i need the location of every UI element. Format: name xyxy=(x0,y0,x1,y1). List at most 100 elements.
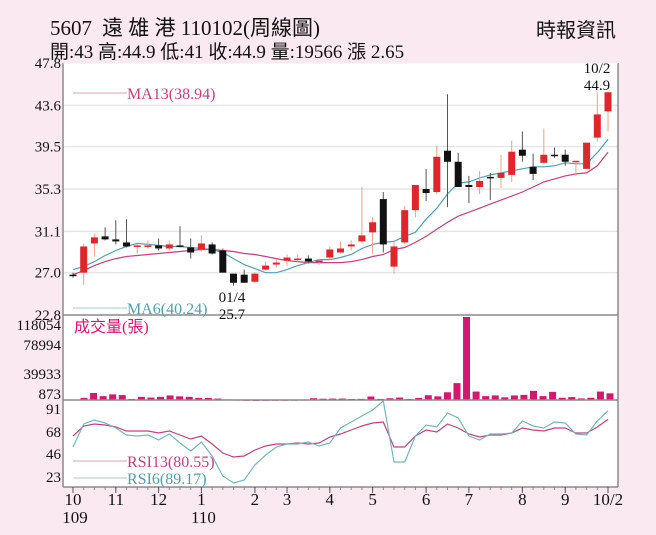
candle-up xyxy=(165,240,173,251)
volume-bar xyxy=(367,396,375,400)
x-tick-label: 7 xyxy=(465,490,474,509)
x-tick-label: 10/2 xyxy=(593,490,623,509)
volume-bar xyxy=(109,394,117,400)
candle-up xyxy=(411,184,419,218)
candle-up xyxy=(604,92,612,132)
low-date-annotation: 01/4 xyxy=(219,290,246,306)
candle-down xyxy=(155,238,163,251)
volume-bar xyxy=(80,397,88,400)
ma13-line xyxy=(72,151,609,276)
volume-bar xyxy=(510,395,518,400)
volume-legend: 成交量(張) xyxy=(74,318,149,336)
volume-bar xyxy=(204,397,212,400)
candle-up xyxy=(272,258,280,268)
candle-up xyxy=(133,243,141,254)
candle-up xyxy=(497,154,505,188)
x-tick-label: 3 xyxy=(283,490,292,509)
x-tick-year-label: 109 xyxy=(62,508,88,527)
volume-bar xyxy=(434,396,442,400)
candle-down xyxy=(454,152,462,187)
axis-labels: 47.8 43.6 39.5 35.3 31.1 27.0 22.8 MA13(38.94) M… xyxy=(17,56,624,527)
candle-up xyxy=(251,272,259,283)
rsi6-line xyxy=(72,399,609,484)
x-tick-label: 5 xyxy=(368,490,377,509)
price-tick-label: 43.6 xyxy=(35,98,62,114)
volume-bar xyxy=(90,392,98,400)
volume-bar xyxy=(472,391,480,400)
volume-tick-label: 39933 xyxy=(24,367,62,383)
ma6-legend: MA6(40.24) xyxy=(127,301,207,318)
candle-down xyxy=(465,175,473,204)
candle-up xyxy=(476,170,484,195)
volume-bar xyxy=(424,395,432,400)
rsi-tick-label: 68 xyxy=(46,425,61,441)
price-tick-label: 35.3 xyxy=(35,182,61,198)
candle-down xyxy=(518,131,526,162)
candle-up xyxy=(315,258,323,265)
volume-bar xyxy=(453,383,461,400)
volume-bar xyxy=(596,391,604,400)
candle-down xyxy=(101,227,109,241)
candle-down xyxy=(379,192,387,253)
volume-bar xyxy=(99,396,107,400)
candle-up xyxy=(540,128,548,164)
candle-down xyxy=(230,273,237,286)
price-tick-label: 22.8 xyxy=(35,308,61,324)
quote-summary: 開:43 高:44.9 低:41 收:44.9 量:19566 漲 2.65 xyxy=(50,42,405,63)
candle-down xyxy=(422,168,430,202)
rsi-tick-label: 23 xyxy=(46,470,61,486)
volume-bar xyxy=(137,396,145,400)
x-tick-label: 12 xyxy=(150,490,167,509)
ma6-line xyxy=(72,138,609,274)
price-tick-label: 31.1 xyxy=(35,224,61,240)
candle-up xyxy=(369,217,377,254)
candle-up xyxy=(358,186,366,244)
ma13-legend: MA13(38.94) xyxy=(127,86,215,103)
rsi13-legend: RSI13(80.55) xyxy=(127,454,215,471)
price-tick-label: 47.8 xyxy=(35,56,61,72)
candle-up xyxy=(572,160,580,176)
volume-bar xyxy=(310,398,318,400)
volume-bar xyxy=(185,396,193,400)
candle-up xyxy=(326,246,334,260)
data-source: 時報資訊 xyxy=(536,20,616,42)
volume-bar xyxy=(539,396,547,400)
price-tick-label: 39.5 xyxy=(35,140,61,156)
candle-down xyxy=(187,238,195,259)
candle-down xyxy=(123,219,130,248)
high-value-annotation: 44.9 xyxy=(584,78,610,94)
high-date-annotation: 10/2 xyxy=(584,61,611,77)
volume-bar xyxy=(520,394,528,400)
volume-bar xyxy=(443,392,451,400)
volume-bar xyxy=(549,391,557,400)
chart-date-type: 110102(周線圖) xyxy=(180,16,320,40)
x-tick-year-label: 110 xyxy=(191,508,216,527)
candle-up xyxy=(283,254,291,266)
volume-tick-label: 873 xyxy=(39,387,62,403)
volume-bar xyxy=(415,397,423,400)
candle-up xyxy=(583,142,591,169)
x-tick-label: 4 xyxy=(326,490,335,509)
x-tick-label: 9 xyxy=(561,490,570,509)
volume-bar xyxy=(157,396,165,400)
candle-up xyxy=(197,235,205,252)
volume-bar xyxy=(118,395,126,400)
candle-down xyxy=(444,94,451,208)
candle-down xyxy=(486,172,494,201)
plot-area xyxy=(63,63,618,487)
candle-up xyxy=(262,261,270,271)
candle-down xyxy=(551,147,558,158)
volume-tick-label: 118054 xyxy=(17,318,62,334)
volume-bar xyxy=(386,398,394,400)
candle-up xyxy=(337,241,344,254)
volume-bar xyxy=(396,397,404,400)
candle-down xyxy=(240,269,248,283)
volume-bar xyxy=(606,393,614,400)
volume-bar xyxy=(587,397,595,400)
candle-down xyxy=(304,255,312,264)
rsi6-legend: RSI6(89.17) xyxy=(127,471,207,488)
volume-bar xyxy=(558,397,566,400)
candle-up xyxy=(433,145,441,195)
volume-bar xyxy=(147,397,155,400)
candle-down xyxy=(208,242,216,255)
